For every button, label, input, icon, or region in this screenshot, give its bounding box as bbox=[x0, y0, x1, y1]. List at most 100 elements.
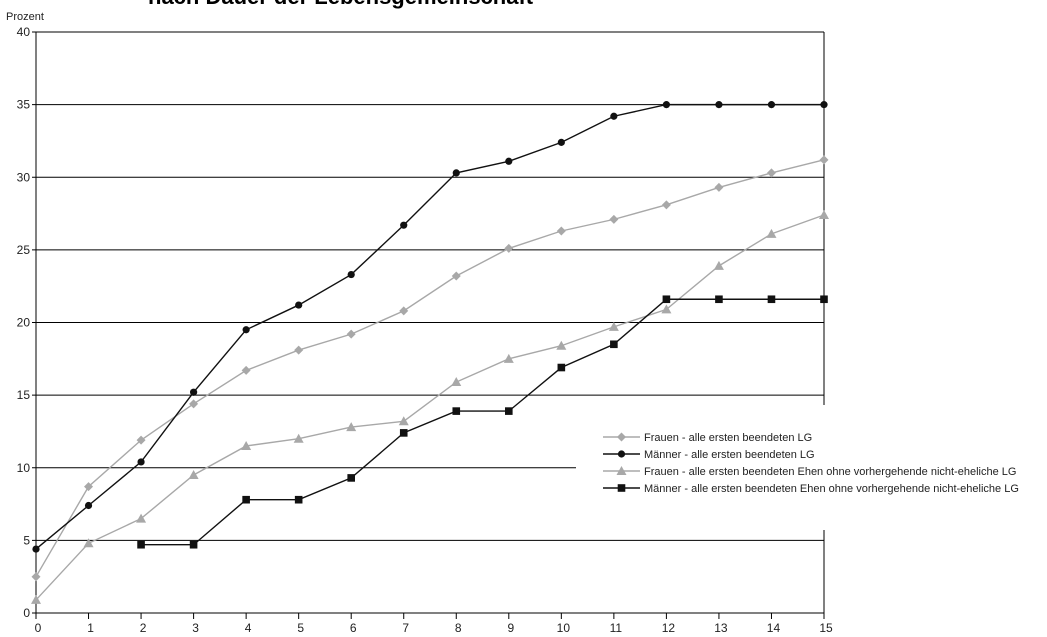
data-point bbox=[557, 138, 565, 146]
legend-marker bbox=[617, 484, 626, 492]
x-tick-label: 5 bbox=[297, 621, 304, 635]
data-point bbox=[398, 416, 409, 426]
legend-item: Männer - alle ersten beendeten Ehen ohne… bbox=[603, 483, 1019, 495]
data-point bbox=[347, 270, 355, 279]
y-tick-label: 25 bbox=[17, 243, 31, 257]
data-point bbox=[31, 572, 41, 582]
x-tick-label: 14 bbox=[767, 621, 781, 635]
y-axis-label: Prozent bbox=[6, 11, 44, 23]
x-tick-label: 12 bbox=[662, 621, 676, 635]
x-tick-label: 7 bbox=[402, 621, 409, 635]
x-tick-label: 13 bbox=[714, 621, 728, 635]
data-point bbox=[31, 594, 41, 604]
data-point bbox=[346, 329, 356, 339]
series-diamond bbox=[31, 155, 829, 582]
data-point bbox=[188, 470, 199, 480]
data-point bbox=[346, 422, 357, 432]
data-point bbox=[347, 474, 355, 482]
data-point bbox=[242, 326, 250, 334]
data-point bbox=[819, 210, 829, 220]
data-point bbox=[713, 260, 724, 270]
data-point bbox=[820, 295, 828, 304]
series-line bbox=[35, 159, 825, 578]
data-point bbox=[767, 295, 776, 304]
data-point bbox=[608, 321, 619, 331]
legend-label: Frauen - alle ersten beendeten Ehen ohne… bbox=[644, 466, 1016, 478]
axes bbox=[32, 31, 825, 619]
data-point bbox=[452, 169, 460, 177]
x-tick-label: 8 bbox=[455, 621, 462, 635]
series-line bbox=[35, 103, 824, 550]
data-point bbox=[294, 345, 304, 355]
y-tick-label: 20 bbox=[17, 316, 31, 330]
y-tick-label: 40 bbox=[17, 25, 31, 39]
data-point bbox=[714, 182, 724, 192]
data-point bbox=[662, 101, 671, 109]
x-tick-label: 11 bbox=[610, 621, 623, 635]
series-line bbox=[141, 298, 824, 546]
x-tick-labels: 0 1 2 3 4 5 6 7 8 9 10 11 12 13 14 15 bbox=[35, 621, 833, 635]
data-point bbox=[504, 243, 514, 253]
x-tick-label: 1 bbox=[87, 621, 94, 635]
data-point bbox=[136, 513, 147, 523]
data-point bbox=[399, 429, 408, 437]
data-point bbox=[767, 101, 776, 109]
data-point bbox=[451, 271, 461, 281]
data-point bbox=[766, 168, 776, 178]
data-point bbox=[400, 221, 408, 229]
data-point bbox=[399, 306, 409, 316]
y-tick-label: 10 bbox=[17, 461, 31, 475]
data-point bbox=[293, 433, 304, 443]
data-point bbox=[241, 440, 252, 450]
y-tick-label: 35 bbox=[17, 98, 31, 112]
data-point bbox=[136, 435, 146, 445]
series-group bbox=[31, 101, 829, 604]
data-point bbox=[505, 407, 513, 415]
y-tick-label: 30 bbox=[17, 170, 31, 184]
x-tick-label: 10 bbox=[557, 621, 571, 635]
data-point bbox=[294, 495, 303, 504]
y-tick-label: 5 bbox=[23, 533, 30, 547]
x-tick-label: 6 bbox=[350, 621, 357, 635]
series-circle bbox=[32, 101, 828, 553]
gridlines bbox=[36, 104, 824, 541]
y-tick-labels: 0 5 10 15 20 25 30 35 40 bbox=[17, 25, 31, 620]
x-tick-label: 9 bbox=[507, 621, 514, 635]
legend-item: Frauen - alle ersten beendeten LG bbox=[603, 432, 812, 444]
data-point bbox=[661, 304, 672, 314]
data-point bbox=[819, 155, 829, 165]
data-point bbox=[84, 501, 93, 510]
data-point bbox=[451, 377, 462, 387]
data-point bbox=[820, 101, 828, 109]
x-tick-label: 15 bbox=[819, 621, 833, 635]
x-tick-label: 4 bbox=[245, 621, 252, 635]
data-point bbox=[503, 353, 514, 363]
data-point bbox=[137, 458, 145, 466]
data-point bbox=[661, 200, 671, 210]
legend-marker bbox=[616, 466, 627, 475]
data-point bbox=[715, 295, 723, 304]
data-point bbox=[610, 340, 618, 349]
data-point bbox=[190, 388, 198, 396]
legend-marker bbox=[617, 450, 626, 458]
series-triangle bbox=[31, 210, 829, 604]
data-point bbox=[242, 495, 250, 504]
legend-label: Männer - alle ersten beendeten Ehen ohne… bbox=[644, 483, 1019, 495]
data-point bbox=[766, 228, 777, 238]
x-tick-label: 0 bbox=[35, 621, 42, 635]
x-tick-label: 2 bbox=[140, 621, 147, 635]
data-point bbox=[83, 538, 94, 548]
y-tick-label: 0 bbox=[23, 606, 30, 620]
chart-title: nach Dauer der Lebensgemeinschaft bbox=[148, 0, 534, 9]
data-point bbox=[241, 365, 251, 375]
legend-marker bbox=[617, 432, 626, 442]
data-point bbox=[32, 545, 40, 553]
data-point bbox=[609, 214, 619, 224]
data-point bbox=[556, 340, 567, 350]
data-point bbox=[715, 101, 723, 109]
series-line bbox=[35, 214, 825, 601]
data-point bbox=[137, 540, 145, 549]
legend-label: Frauen - alle ersten beendeten LG bbox=[644, 432, 812, 444]
data-point bbox=[610, 112, 618, 120]
